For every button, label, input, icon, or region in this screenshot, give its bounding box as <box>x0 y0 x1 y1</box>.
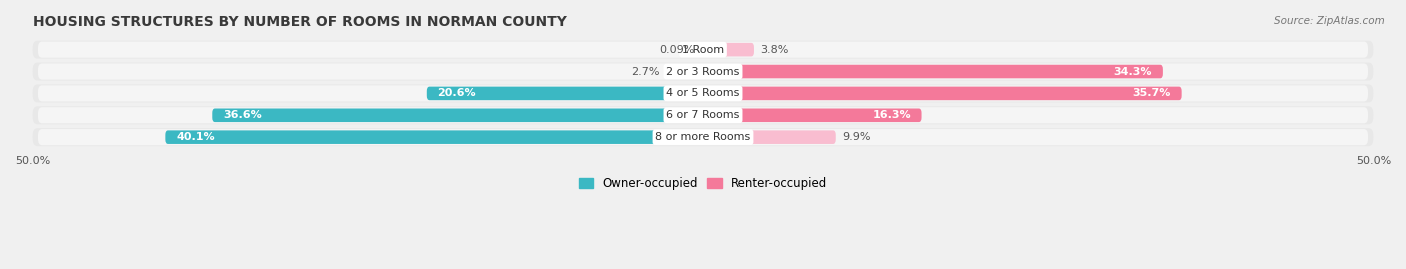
Text: 9.9%: 9.9% <box>842 132 870 142</box>
FancyBboxPatch shape <box>212 108 703 122</box>
Text: 40.1%: 40.1% <box>176 132 215 142</box>
FancyBboxPatch shape <box>703 87 1181 100</box>
Text: 35.7%: 35.7% <box>1133 89 1171 98</box>
Text: HOUSING STRUCTURES BY NUMBER OF ROOMS IN NORMAN COUNTY: HOUSING STRUCTURES BY NUMBER OF ROOMS IN… <box>32 15 567 29</box>
Text: 16.3%: 16.3% <box>872 110 911 120</box>
FancyBboxPatch shape <box>703 65 1163 78</box>
FancyBboxPatch shape <box>166 130 703 144</box>
FancyBboxPatch shape <box>32 63 1374 80</box>
Text: 20.6%: 20.6% <box>437 89 477 98</box>
Text: 4 or 5 Rooms: 4 or 5 Rooms <box>666 89 740 98</box>
FancyBboxPatch shape <box>32 84 1374 102</box>
FancyBboxPatch shape <box>32 128 1374 146</box>
FancyBboxPatch shape <box>427 87 703 100</box>
FancyBboxPatch shape <box>38 129 1368 145</box>
FancyBboxPatch shape <box>703 108 921 122</box>
FancyBboxPatch shape <box>38 85 1368 101</box>
FancyBboxPatch shape <box>700 43 704 56</box>
FancyBboxPatch shape <box>32 106 1374 124</box>
FancyBboxPatch shape <box>666 65 703 78</box>
Legend: Owner-occupied, Renter-occupied: Owner-occupied, Renter-occupied <box>574 172 832 195</box>
FancyBboxPatch shape <box>703 43 754 56</box>
Text: 34.3%: 34.3% <box>1114 66 1152 76</box>
Text: 0.09%: 0.09% <box>659 45 695 55</box>
FancyBboxPatch shape <box>703 130 835 144</box>
Text: 3.8%: 3.8% <box>761 45 789 55</box>
Text: 8 or more Rooms: 8 or more Rooms <box>655 132 751 142</box>
Text: 2.7%: 2.7% <box>631 66 659 76</box>
FancyBboxPatch shape <box>32 41 1374 59</box>
Text: 36.6%: 36.6% <box>224 110 262 120</box>
FancyBboxPatch shape <box>38 41 1368 58</box>
Text: 6 or 7 Rooms: 6 or 7 Rooms <box>666 110 740 120</box>
Text: 2 or 3 Rooms: 2 or 3 Rooms <box>666 66 740 76</box>
FancyBboxPatch shape <box>38 63 1368 80</box>
Text: 1 Room: 1 Room <box>682 45 724 55</box>
Text: Source: ZipAtlas.com: Source: ZipAtlas.com <box>1274 16 1385 26</box>
FancyBboxPatch shape <box>38 107 1368 123</box>
